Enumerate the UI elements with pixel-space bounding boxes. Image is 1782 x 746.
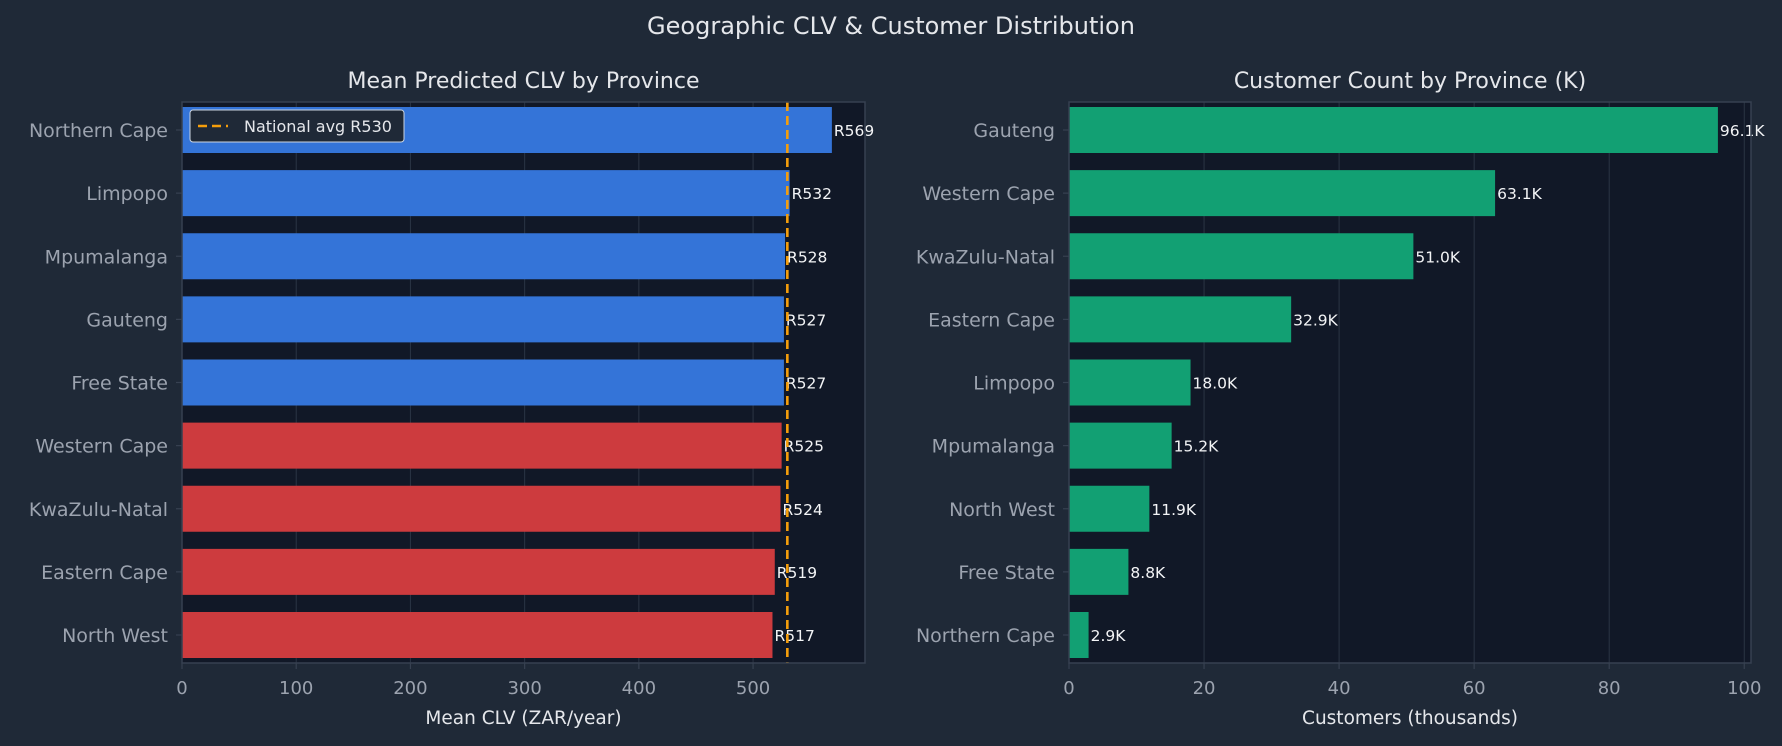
count-bar [1069,485,1150,532]
clv-x-tick-label: 100 [279,678,313,699]
clv-category-label: Gauteng [86,309,168,331]
count-x-tick-label: 40 [1328,678,1351,699]
count-data-label: 96.1K [1720,122,1766,140]
count-x-axis-label: Customers (thousands) [1302,708,1518,729]
clv-category-label: Free State [71,373,168,395]
clv-bar [182,422,782,469]
count-x-tick-label: 0 [1063,678,1074,699]
clv-bar [182,170,790,217]
clv-x-axis-label: Mean CLV (ZAR/year) [425,708,621,729]
clv-axes-frame [181,101,866,664]
count-bar [1069,296,1292,343]
clv-x-tick-label: 500 [736,678,770,699]
count-bar [1069,233,1414,280]
count-category-label: Free State [958,562,1055,584]
legend-box [189,109,405,143]
figure-title: Geographic CLV & Customer Distribution [647,12,1135,40]
count-bar [1069,359,1191,406]
count-data-label: 32.9K [1293,311,1339,329]
legend-label: National avg R530 [244,117,392,136]
count-data-label: 15.2K [1174,438,1220,456]
clv-chart-title: Mean Predicted CLV by Province [347,69,699,94]
clv-bar [182,233,786,280]
clv-bar [182,296,784,343]
clv-category-label: Limpopo [86,183,168,205]
count-category-label: Eastern Cape [928,309,1055,331]
count-category-label: Mpumalanga [932,436,1055,458]
clv-category-label: Northern Cape [29,120,168,142]
clv-bar [182,548,775,595]
clv-category-label: North West [62,625,168,647]
clv-x-tick-label: 300 [507,678,541,699]
clv-category-label: Eastern Cape [41,562,168,584]
count-bar [1069,612,1089,658]
count-category-label: Western Cape [922,183,1055,205]
clv-bar [182,612,773,658]
count-category-label: Northern Cape [916,625,1055,647]
clv-x-tick-label: 0 [176,678,187,699]
clv-data-label: R524 [782,501,822,519]
clv-bar [182,359,784,406]
legend: National avg R530 [189,109,405,143]
customer-count-chart-panel: 0 20 40 60 80 100 Gauteng 96.1K Western Cape 63.1… [916,69,1766,729]
count-data-label: 63.1K [1497,185,1543,203]
clv-category-label: Mpumalanga [45,246,168,268]
count-data-label: 2.9K [1091,627,1127,645]
count-category-label: KwaZulu-Natal [916,246,1055,268]
count-bar [1069,548,1129,595]
count-x-tick-label: 60 [1463,678,1486,699]
count-data-label: 51.0K [1415,248,1461,266]
count-data-label: 8.8K [1130,564,1166,582]
count-bar [1069,107,1718,153]
clv-category-label: Western Cape [35,436,168,458]
clv-data-label: R525 [784,438,824,456]
clv-data-label: R569 [834,122,874,140]
clv-category-label: KwaZulu-Natal [29,499,168,521]
clv-chart-panel: 0 100 200 300 400 500 Northern Cape R569 Limpopo… [29,69,874,729]
clv-data-label: R528 [787,248,827,266]
clv-data-label: R527 [786,375,826,393]
count-data-label: 11.9K [1151,501,1197,519]
count-bar [1069,422,1172,469]
clv-bar [182,485,781,532]
count-x-tick-label: 20 [1193,678,1216,699]
clv-x-tick-label: 200 [393,678,427,699]
clv-x-tick-label: 400 [622,678,656,699]
count-axes-frame [1068,101,1752,664]
count-category-label: Gauteng [973,120,1055,142]
clv-data-label: R517 [774,627,814,645]
count-x-tick-label: 100 [1727,678,1761,699]
count-chart-title: Customer Count by Province (K) [1234,69,1586,94]
clv-data-label: R532 [792,185,832,203]
clv-data-label: R519 [777,564,817,582]
count-data-label: 18.0K [1193,375,1239,393]
clv-data-label: R527 [786,311,826,329]
count-category-label: North West [949,499,1055,521]
count-x-tick-label: 80 [1598,678,1621,699]
count-category-label: Limpopo [973,373,1055,395]
count-bar [1069,170,1496,217]
